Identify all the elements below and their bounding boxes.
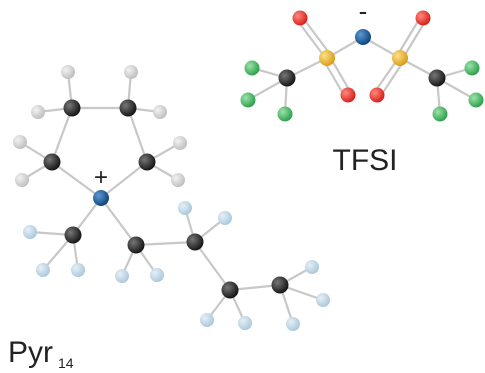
anion-label: TFSI <box>333 144 398 177</box>
cation-subscript: 14 <box>58 355 74 371</box>
anion-atoms <box>240 10 484 122</box>
anion-charge: - <box>359 0 368 26</box>
cation-charge: + <box>94 164 108 191</box>
cation-label: Pyr <box>8 336 53 369</box>
cation-atoms <box>13 65 330 331</box>
